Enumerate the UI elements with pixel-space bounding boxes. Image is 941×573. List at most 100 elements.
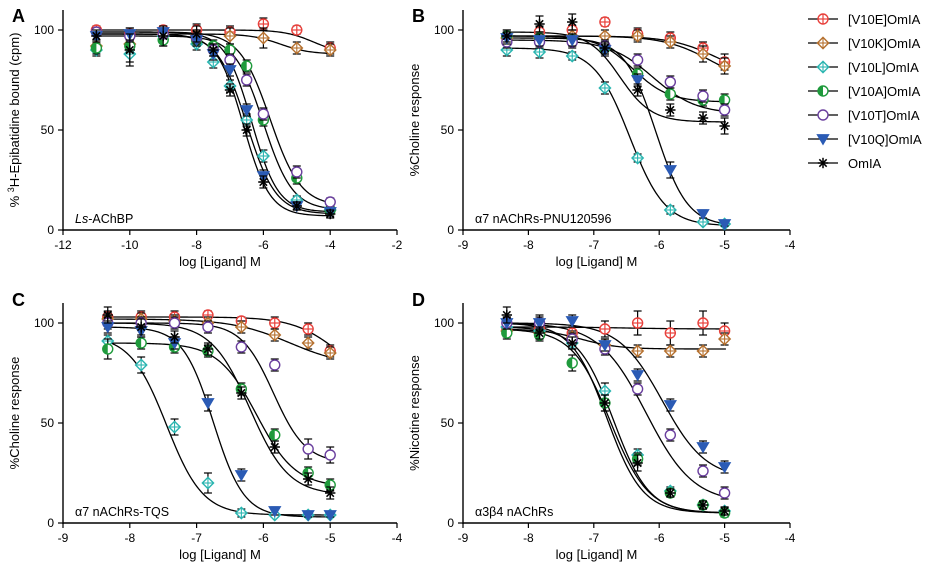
data-point-v10qomia (240, 105, 254, 117)
data-point-v10qomia (323, 510, 337, 522)
y-axis-title: %Nicotine response (407, 355, 422, 471)
x-tick-label: -6 (258, 238, 269, 252)
y-tick-label: 100 (34, 316, 54, 330)
data-point-v10tomia (257, 108, 270, 120)
x-tick-label: -5 (719, 531, 730, 545)
data-point-v10qomia (223, 65, 237, 77)
data-point-omia (632, 457, 643, 469)
data-point-v10qomia (565, 35, 579, 47)
x-tick-label: -6 (258, 531, 269, 545)
data-point-v10eomia (697, 317, 709, 329)
fit-curve-v10qomia (104, 326, 332, 518)
x-tick-label: -2 (392, 238, 403, 252)
data-point-omia (325, 208, 336, 220)
legend-label: [V10A]OmIA (848, 84, 921, 99)
panel-annotation: α3β4 nAChRs (475, 505, 553, 519)
data-point-v10lomia (167, 420, 182, 434)
y-axis-title: % 3H-Epibatidine bound (cpm) (6, 33, 22, 208)
fit-curve-v10lomia (503, 47, 726, 226)
data-point-v10qomia (532, 318, 547, 330)
panel-c: C -9 -8 -7 -6 -5 -4 0 50 100 log [Ligand] M %Cholin… (7, 290, 403, 562)
data-point-omia (534, 327, 545, 339)
annotation-rest: -AChBP (88, 212, 133, 226)
data-point-v10qomia (717, 462, 732, 474)
data-point-omia (258, 176, 269, 188)
data-point-v10qomia (696, 209, 710, 221)
y-title-part: H-Epibatidine bound (cpm) (7, 33, 22, 188)
data-point-v10lomia (532, 45, 547, 59)
x-tick-label: -12 (54, 238, 72, 252)
data-point-v10qomia (268, 506, 282, 518)
fit-curve-v10lomia (503, 326, 726, 514)
data-point-omia (241, 124, 252, 136)
data-point-v10lomia (598, 81, 612, 95)
data-point-v10tomia (697, 90, 709, 102)
data-point-v10qomia (630, 75, 645, 87)
panel-letter: A (12, 6, 25, 26)
data-point-omia (91, 30, 102, 42)
x-axis-title: log [Ligand] M (556, 547, 638, 562)
data-point-v10tomia (718, 104, 731, 116)
x-tick-label: -8 (191, 238, 202, 252)
data-point-omia (599, 397, 611, 409)
data-point-v10aomia (90, 42, 103, 54)
y-tick-label: 50 (41, 416, 55, 430)
data-point-v10lomia (696, 215, 710, 229)
data-point-v10komia (290, 41, 304, 55)
y-axis-title: %Choline response (7, 357, 22, 470)
panel-annotation: α7 nAChRs-TQS (75, 505, 169, 519)
y-tick-label: 100 (434, 316, 454, 330)
data-point-v10eomia (302, 323, 314, 335)
legend-marker-v10qomia (816, 134, 830, 146)
panel-annotation: α7 nAChRs-PNU120596 (475, 212, 612, 226)
panel-b: B -9 -8 -7 -6 -5 -4 0 50 100 log [Ligand] M %Cholin… (407, 6, 796, 269)
x-tick-label: -6 (654, 238, 665, 252)
data-point-omia (567, 16, 578, 28)
y-tick-label: 100 (34, 23, 54, 37)
y-axis-title: %Choline response (407, 64, 422, 177)
y-tick-label: 0 (447, 516, 454, 530)
y-tick-label: 100 (434, 23, 454, 37)
data-point-omia (169, 331, 180, 343)
data-point-v10tomia (631, 54, 644, 66)
x-axis-title: log [Ligand] M (179, 254, 261, 269)
legend-marker-v10eomia (817, 13, 829, 25)
data-point-v10komia (301, 336, 315, 350)
data-point-omia (224, 84, 236, 96)
data-point-omia (719, 505, 730, 517)
data-point-omia (599, 42, 611, 54)
data-point-v10qomia (717, 219, 732, 231)
data-point-v10aomia (566, 357, 578, 369)
data-point-v10tomia (235, 341, 248, 353)
panel-letter: B (412, 6, 425, 26)
data-point-omia (501, 30, 513, 42)
legend-marker-v10aomia (817, 85, 829, 97)
data-point-v10komia (268, 328, 282, 342)
legend-label: [V10Q]OmIA (848, 132, 922, 147)
data-point-v10komia (234, 320, 248, 334)
data-point-v10aomia (664, 88, 677, 100)
y-title-sup: 3 (6, 187, 16, 192)
data-point-omia (124, 44, 135, 56)
data-point-v10tomia (302, 443, 314, 455)
data-point-v10qomia (696, 442, 710, 454)
data-point-v10komia (223, 29, 237, 43)
legend-marker-omia (817, 157, 829, 169)
data-point-v10lomia (256, 149, 270, 163)
data-point-v10qomia (565, 316, 579, 328)
data-point-v10qomia (301, 510, 315, 522)
data-point-v10tomia (324, 449, 336, 461)
data-point-v10lomia (134, 358, 148, 372)
data-point-omia (719, 120, 730, 132)
data-point-v10komia (256, 31, 270, 45)
x-tick-label: -4 (785, 531, 796, 545)
data-point-omia (102, 309, 113, 321)
y-tick-label: 50 (441, 123, 455, 137)
data-point-v10tomia (718, 487, 731, 499)
data-point-v10tomia (664, 76, 677, 88)
data-point-omia (501, 309, 513, 321)
legend-label: [V10K]OmIA (848, 36, 921, 51)
x-tick-label: -5 (325, 531, 336, 545)
legend-marker-v10komia (816, 36, 830, 50)
